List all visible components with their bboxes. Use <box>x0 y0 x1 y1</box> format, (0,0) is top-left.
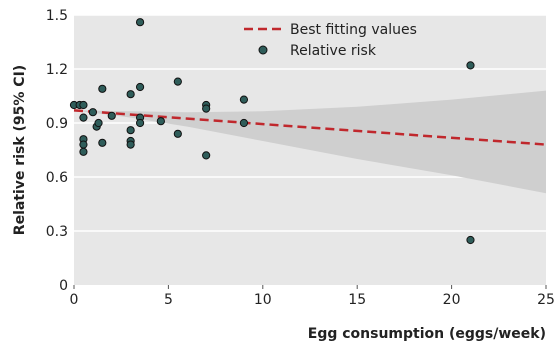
data-point <box>202 151 211 160</box>
data-point <box>79 140 88 149</box>
y-tick-label: 0.9 <box>46 116 68 132</box>
data-point <box>79 113 88 122</box>
y-tick-label: 0.3 <box>46 224 68 240</box>
data-point <box>466 61 475 70</box>
legend-point-label: Relative risk <box>290 43 377 59</box>
points <box>69 18 475 245</box>
legend-line-label: Best fitting values <box>290 22 417 38</box>
data-point <box>202 104 211 113</box>
y-tick-label: 1.5 <box>46 8 68 24</box>
x-tick-label: 0 <box>70 292 79 308</box>
y-axis-title: Relative risk (95% CI) <box>12 65 28 235</box>
x-tick-label: 15 <box>348 292 366 308</box>
data-point <box>156 117 165 126</box>
data-point <box>135 18 145 27</box>
data-point <box>239 95 249 104</box>
data-point <box>98 138 107 147</box>
data-point <box>135 118 145 128</box>
data-point <box>135 82 145 92</box>
data-point <box>173 129 182 138</box>
data-point <box>126 126 135 135</box>
x-tick-label: 20 <box>443 292 461 308</box>
data-point <box>88 108 97 117</box>
confidence-band <box>74 90 546 194</box>
y-tick-label: 1.2 <box>46 62 68 78</box>
data-point <box>466 235 475 245</box>
x-tick-label: 25 <box>537 292 555 308</box>
data-point <box>98 84 107 93</box>
data-point <box>173 77 182 86</box>
legend-point-swatch <box>258 45 268 55</box>
legend: Best fitting values Relative risk <box>244 22 417 59</box>
fit-line <box>73 109 547 146</box>
y-tick-label: 0.6 <box>46 170 68 186</box>
data-point <box>126 90 135 99</box>
x-tick-label: 10 <box>254 292 272 308</box>
axis-ticks: 0 0.3 0.6 0.9 1.2 1.5 0 5 10 15 20 25 <box>46 8 555 308</box>
data-point <box>239 118 249 128</box>
data-point <box>107 111 116 120</box>
data-point <box>94 118 103 128</box>
data-point <box>79 100 88 110</box>
data-point <box>79 147 88 156</box>
data-point <box>126 140 135 149</box>
x-axis-title: Egg consumption (eggs/week) <box>308 326 546 342</box>
x-tick-label: 5 <box>164 292 173 308</box>
y-tick-label: 0 <box>59 278 68 294</box>
